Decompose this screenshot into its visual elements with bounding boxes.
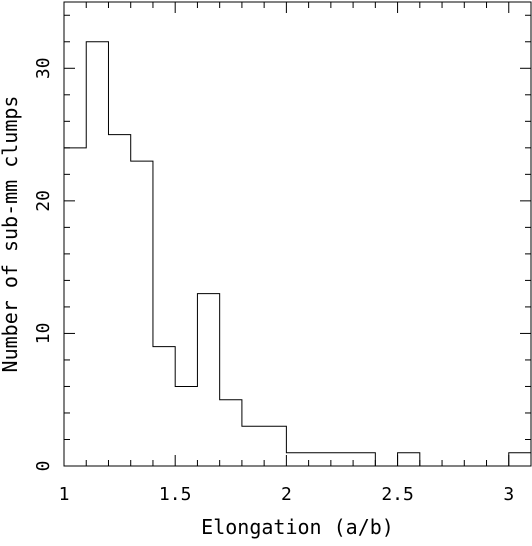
histogram-bin (353, 453, 375, 466)
y-axis-label: Number of sub-mm clumps (0, 96, 22, 373)
histogram-bin (264, 426, 286, 466)
plot-frame (63, 1, 532, 467)
x-tick-label: 2 (281, 484, 292, 505)
histogram-bin (309, 453, 331, 466)
histogram-outline (63, 41, 532, 467)
histogram-bins (64, 42, 531, 466)
histogram-bin (86, 42, 108, 466)
histogram-bin (153, 347, 175, 466)
histogram-bin (398, 453, 420, 466)
histogram-bin (242, 426, 264, 466)
histogram-bin (175, 386, 197, 466)
histogram-bin (331, 453, 353, 466)
y-tick-label: 0 (33, 461, 54, 472)
axis-ticks (63, 2, 532, 467)
x-axis-label: Elongation (a/b) (201, 515, 394, 539)
y-tick-label: 30 (33, 57, 54, 79)
x-tick-label: 2.5 (381, 484, 414, 505)
histogram-bin (131, 161, 153, 466)
x-tick-labels: 1 1.5 2 2.5 3 (59, 484, 515, 505)
x-tick-label: 1 (59, 484, 70, 505)
histogram-bin (286, 453, 308, 466)
y-tick-label: 20 (33, 190, 54, 212)
x-tick-label: 1.5 (159, 484, 192, 505)
x-tick-label: 3 (503, 484, 514, 505)
histogram-bin (108, 135, 130, 466)
y-tick-label: 10 (33, 323, 54, 345)
histogram-bin (220, 400, 242, 466)
histogram-bin (197, 294, 219, 466)
y-tick-labels: 0 10 20 30 (33, 57, 54, 471)
histogram-bin (509, 453, 531, 466)
